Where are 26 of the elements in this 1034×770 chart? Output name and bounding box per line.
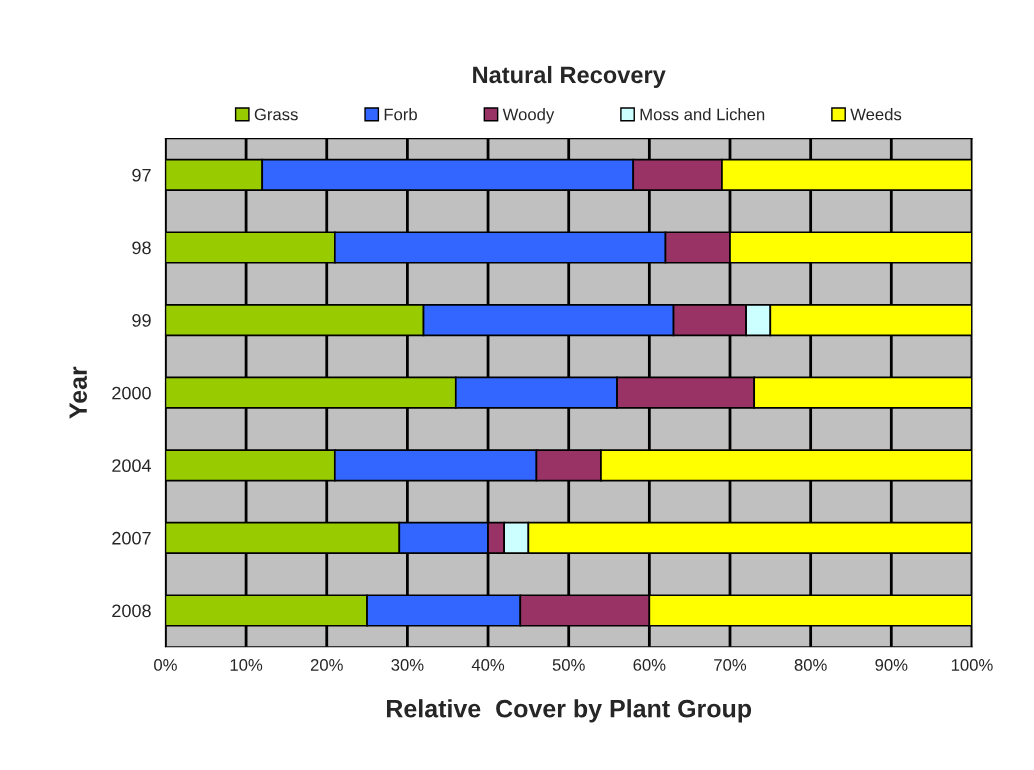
y-tick-label: 97 (132, 168, 151, 182)
y-tick-label: 99 (132, 314, 151, 327)
x-tick-label: 20% (310, 659, 343, 671)
x-tick-label: 0% (154, 659, 177, 671)
legend-label: Woody (502, 108, 555, 124)
y-tick-label: 2007 (112, 531, 151, 545)
y-tick-label: 2008 (112, 604, 151, 618)
x-tick-label: 100% (951, 659, 993, 671)
y-tick-label: 2000 (112, 386, 151, 400)
x-tick-label: 40% (471, 659, 505, 671)
x-tick-label: 10% (230, 659, 263, 671)
legend-label: Grass (254, 108, 298, 121)
y-tick-label: 98 (132, 241, 151, 255)
x-tick-label: 80% (794, 659, 827, 671)
legend-label: Forb (384, 108, 417, 121)
chart-title: Natural Recovery (473, 65, 666, 88)
x-tick-label: 90% (875, 659, 908, 671)
legend-label: Moss and Lichen (640, 108, 765, 121)
y-axis-title: Year (69, 366, 87, 419)
x-tick-label: 60% (633, 659, 666, 671)
x-tick-label: 70% (714, 659, 747, 671)
x-tick-label: 30% (391, 659, 424, 671)
x-tick-label: 50% (552, 659, 585, 671)
y-tick-label: 2004 (112, 459, 152, 473)
x-axis-title: Relative Cover by Plant Group (387, 699, 752, 723)
legend-label: Weeds (850, 108, 902, 121)
